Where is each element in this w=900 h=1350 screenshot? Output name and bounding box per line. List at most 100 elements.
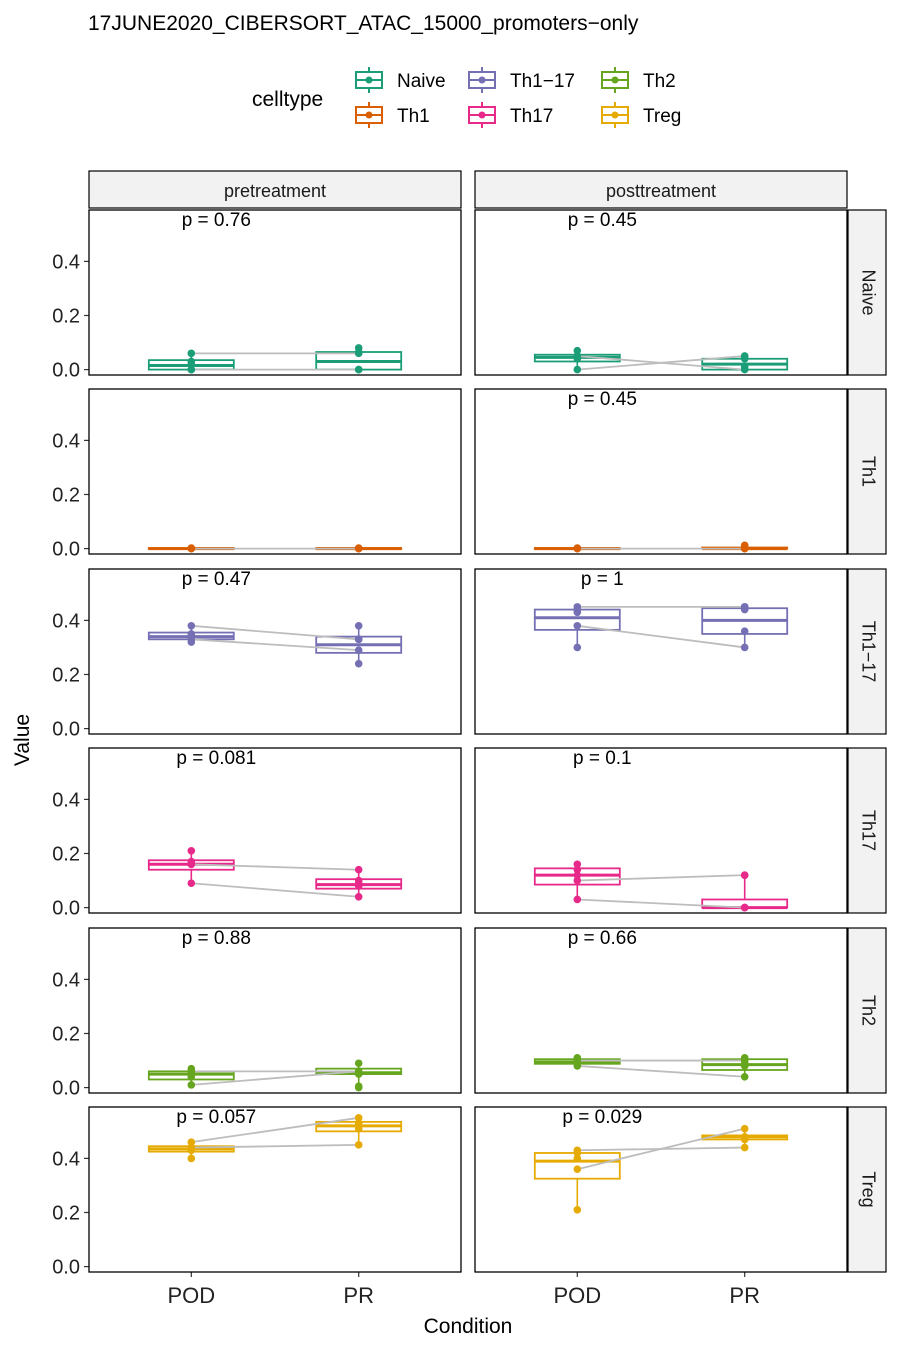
y-tick-label: 0.2 — [52, 305, 80, 327]
paired-line — [577, 1065, 745, 1078]
legend-key-point — [478, 111, 486, 119]
data-point — [354, 1122, 363, 1130]
data-point — [187, 1072, 196, 1081]
y-tick-label: 0.4 — [52, 251, 80, 273]
legend-title: celltype — [252, 88, 323, 111]
data-point — [187, 1138, 196, 1146]
legend-label: Th17 — [510, 106, 553, 127]
data-point — [573, 865, 582, 874]
data-point — [187, 1081, 196, 1089]
p-value-label: p = 0.47 — [182, 569, 251, 590]
panel-border — [474, 927, 848, 1094]
p-value-label: p = 0.88 — [182, 928, 251, 949]
data-point — [573, 365, 582, 374]
row-strip — [847, 1106, 887, 1273]
y-tick-label: 0.2 — [52, 1023, 80, 1045]
data-point — [573, 876, 582, 885]
panel-background — [475, 928, 847, 1093]
panel-border — [88, 209, 462, 376]
data-point — [740, 643, 749, 652]
p-value-label: p = 0.1 — [573, 748, 632, 769]
data-point — [740, 352, 749, 360]
y-tick-label: 0.2 — [52, 484, 80, 506]
data-point — [740, 903, 749, 912]
data-point — [740, 1124, 749, 1133]
legend-item: Th2 — [601, 67, 676, 93]
data-point — [740, 627, 749, 636]
column-strip — [88, 170, 462, 209]
data-point — [354, 622, 363, 630]
data-point — [354, 879, 363, 888]
panel-border — [88, 388, 462, 555]
data-point — [573, 346, 582, 355]
panel-background — [89, 389, 461, 554]
x-tick-label: PR — [343, 1283, 374, 1308]
y-tick-label: 0.0 — [52, 719, 80, 741]
panel-background — [89, 569, 461, 734]
data-point — [573, 605, 582, 614]
panel-border — [88, 927, 462, 1094]
y-tick-label: 0.2 — [52, 1202, 80, 1224]
legend-item: Th1−17 — [468, 67, 575, 93]
data-point — [740, 1143, 749, 1152]
p-value-label: p = 0.057 — [176, 1107, 256, 1128]
row-strip-label: Th1−17 — [858, 621, 878, 683]
data-point — [354, 646, 363, 654]
row-strip — [847, 568, 887, 735]
column-strip — [474, 170, 848, 209]
row-strip-label: Th17 — [858, 810, 878, 851]
p-value-label: p = 1 — [581, 569, 624, 590]
facet-panel: p = 0.45 — [474, 209, 848, 376]
data-point — [354, 865, 363, 874]
row-strip-label: Naive — [858, 269, 878, 315]
data-point — [187, 365, 196, 374]
data-point — [187, 1154, 196, 1163]
panel-border — [88, 568, 462, 735]
data-point — [354, 1067, 363, 1076]
data-point — [354, 635, 363, 644]
y-axis-title: Value — [11, 714, 34, 766]
data-point — [354, 659, 363, 668]
panel-background — [475, 210, 847, 375]
x-tick-label: POD — [553, 1283, 601, 1308]
legend-label: Th2 — [643, 71, 676, 92]
p-value-label: p = 0.081 — [176, 748, 256, 769]
y-tick-label: 0.0 — [52, 360, 80, 382]
panel-background — [89, 210, 461, 375]
x-tick-label: PR — [729, 1283, 760, 1308]
data-point — [573, 871, 582, 879]
data-point — [573, 643, 582, 652]
legend-key-point — [611, 76, 619, 84]
panel-border — [474, 388, 848, 555]
y-tick-label: 0.0 — [52, 1257, 80, 1279]
y-tick-label: 0.4 — [52, 610, 80, 632]
facet-panel: p = 0.66 — [474, 927, 848, 1094]
column-strip-label: posttreatment — [606, 181, 716, 201]
data-point — [573, 1205, 582, 1214]
y-tick-label: 0.0 — [52, 898, 80, 920]
row-strip-label: Th1 — [858, 456, 878, 487]
data-point — [740, 1072, 749, 1081]
data-point — [354, 365, 363, 374]
data-point — [187, 622, 196, 630]
data-point — [354, 1114, 363, 1122]
data-point — [354, 1141, 363, 1149]
legend-item: Th17 — [468, 102, 553, 128]
panel-background — [475, 569, 847, 734]
facet-panel: p = 0.1 — [474, 747, 848, 914]
paired-line — [191, 638, 359, 652]
row-strip — [847, 209, 887, 376]
y-tick-label: 0.2 — [52, 664, 80, 686]
facet-panels: 0.0 0.2 0.4 0.0 0.2 0.4 0.0 0.2 0.4 0.0 0.2 0.4 0.0 0… — [52, 209, 848, 1308]
panel-border — [474, 209, 848, 376]
panel-border — [474, 568, 848, 735]
data-point — [187, 1143, 196, 1152]
data-point — [740, 1054, 749, 1062]
data-point — [573, 1154, 582, 1163]
x-axis-title: Condition — [424, 1315, 513, 1338]
y-tick-label: 0.4 — [52, 1148, 80, 1170]
data-point — [573, 1165, 582, 1174]
paired-line — [577, 874, 745, 882]
data-point — [187, 860, 196, 869]
